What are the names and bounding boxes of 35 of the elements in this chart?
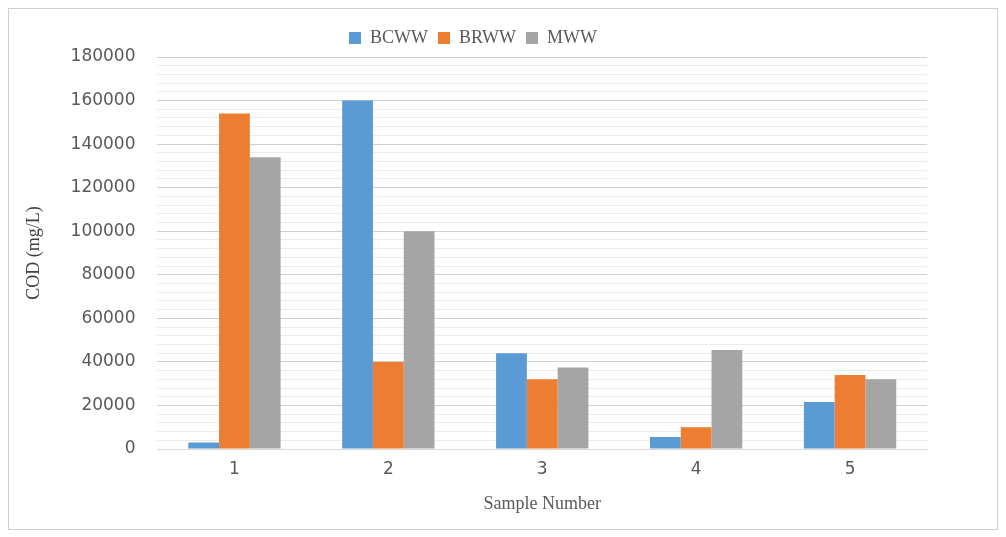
- bar: [711, 349, 743, 449]
- y-tick-label: 120000: [70, 176, 136, 197]
- bar: [557, 367, 589, 449]
- bar: [219, 113, 250, 449]
- bar: [649, 437, 681, 449]
- bar: [188, 442, 220, 449]
- legend-label: MWW: [547, 26, 597, 47]
- y-tick-label: 40000: [81, 350, 136, 371]
- bar: [803, 401, 835, 449]
- x-tick-label: 1: [229, 457, 240, 478]
- legend-label: BCWW: [370, 26, 429, 47]
- bar: [403, 231, 435, 449]
- y-tick-label: 60000: [81, 306, 136, 327]
- bar: [372, 361, 404, 449]
- x-axis-title: Sample Number: [483, 492, 601, 513]
- y-tick-label: 20000: [81, 393, 136, 414]
- x-tick-label: 2: [382, 457, 394, 478]
- bar: [342, 100, 373, 449]
- x-tick-label: 4: [690, 457, 702, 478]
- x-tick-label: 3: [536, 457, 548, 478]
- y-tick-label: 100000: [70, 219, 136, 240]
- y-tick-label: 180000: [70, 45, 136, 66]
- y-tick-label: 160000: [70, 88, 136, 109]
- bar: [680, 427, 712, 449]
- y-tick-label: 80000: [81, 263, 136, 284]
- legend-label: BRWW: [459, 26, 517, 47]
- bar: [526, 379, 558, 449]
- y-tick-label: 140000: [70, 132, 136, 153]
- y-axis-title: COD (mg/L): [22, 206, 44, 300]
- x-tick-label: 5: [844, 457, 856, 478]
- bar: [249, 157, 281, 449]
- bar: [834, 374, 866, 449]
- y-tick-label: 0: [124, 437, 136, 458]
- bar: [865, 379, 897, 449]
- bar: [496, 353, 527, 449]
